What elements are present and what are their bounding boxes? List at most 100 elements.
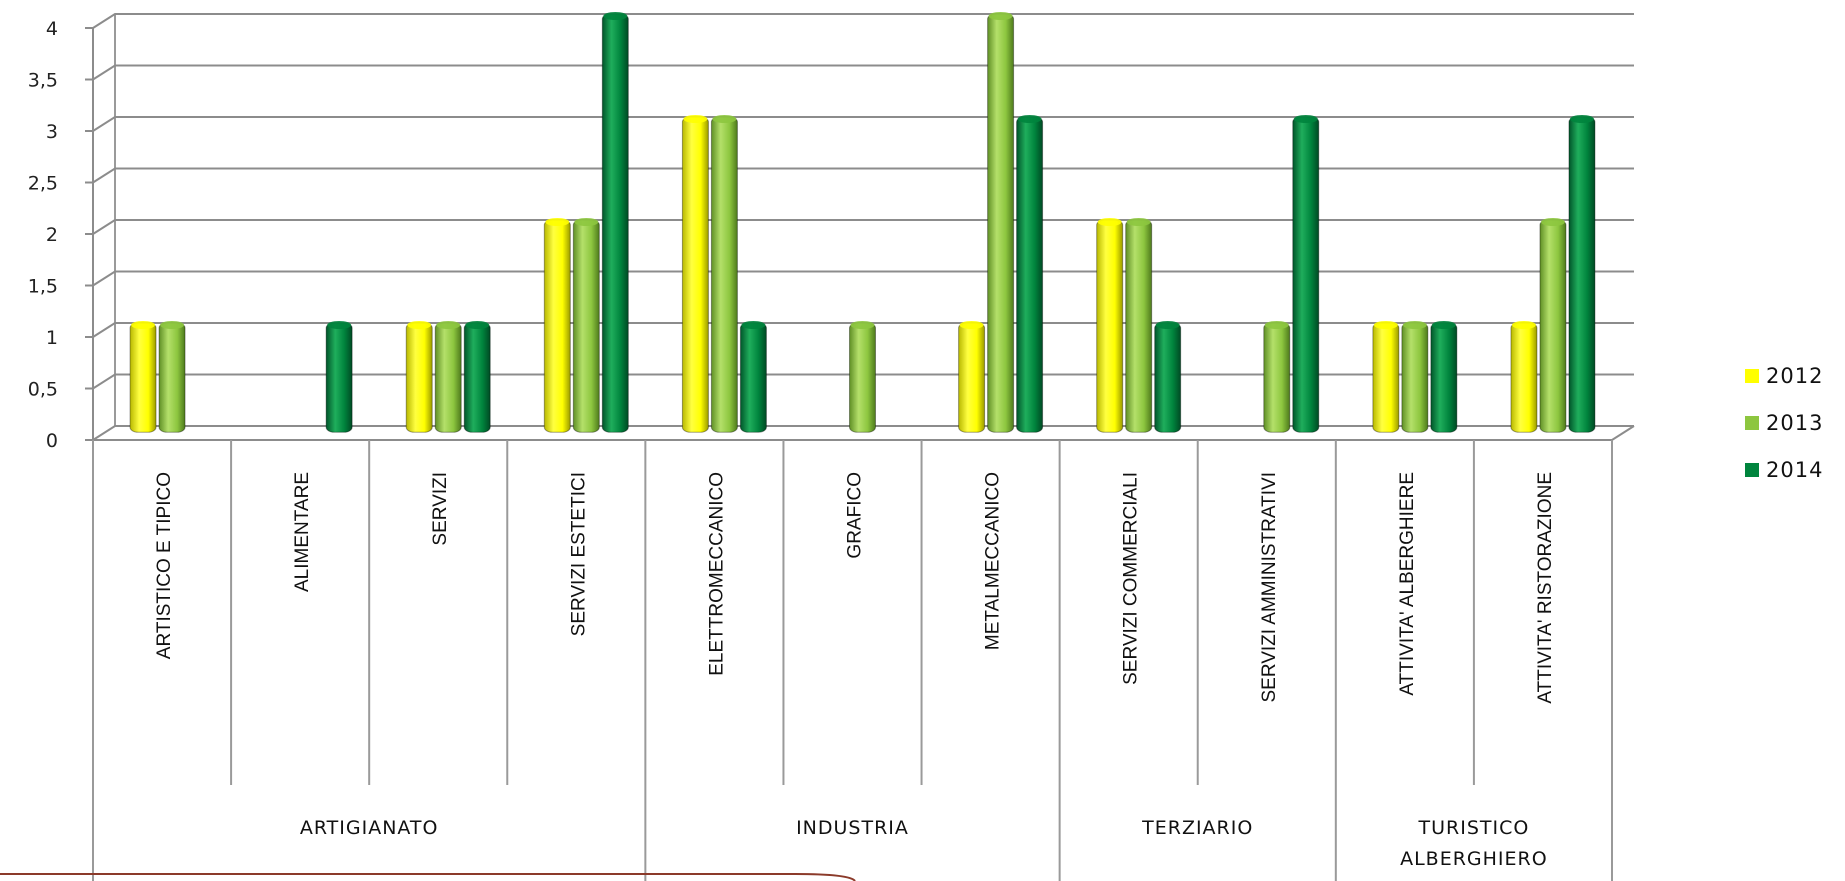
y-tick-label: 3,5 bbox=[28, 70, 58, 92]
bar-top-cap bbox=[407, 321, 432, 329]
bar-body bbox=[849, 322, 876, 433]
category-label: SERVIZI bbox=[430, 472, 451, 546]
y-tick-label: 1 bbox=[46, 327, 58, 349]
category-labels: ARTISTICO E TIPICO ALIMENTARE SERVIZI SERVI… bbox=[154, 472, 1556, 870]
gridline bbox=[92, 13, 1634, 29]
group-label: TURISTICO bbox=[1418, 817, 1530, 839]
bar-2013 bbox=[710, 115, 738, 433]
bar-body bbox=[405, 322, 433, 433]
bar-top-cap bbox=[1293, 115, 1318, 123]
category-label: SERVIZI AMMINISTRATIVI bbox=[1259, 472, 1280, 703]
y-tick-label: 2 bbox=[46, 224, 58, 246]
bar-2013 bbox=[1125, 218, 1153, 433]
bar-2012 bbox=[543, 218, 571, 433]
group-label: ALBERGHIERO bbox=[1400, 848, 1548, 870]
bar-top-cap bbox=[131, 321, 156, 329]
bar-2014 bbox=[1430, 321, 1458, 433]
bar-body bbox=[1292, 116, 1320, 433]
bar-body bbox=[958, 322, 986, 433]
bar-2014 bbox=[325, 321, 353, 433]
bar-body bbox=[710, 116, 738, 433]
bar-body bbox=[1154, 322, 1182, 433]
bar-top-cap bbox=[1126, 218, 1151, 226]
bar-top-cap bbox=[1402, 321, 1427, 329]
legend-label-2014: 2014 bbox=[1766, 458, 1823, 482]
bar-2014 bbox=[1292, 115, 1320, 433]
y-tick-label: 2,5 bbox=[28, 173, 58, 195]
bar-body bbox=[681, 116, 709, 433]
bar-2013 bbox=[849, 321, 876, 433]
slide-decoration-curve bbox=[0, 873, 856, 881]
bar-body bbox=[987, 13, 1015, 433]
y-tick-label: 4 bbox=[46, 18, 58, 40]
category-label: SERVIZI COMMERCIALI bbox=[1121, 472, 1142, 685]
bar-2013 bbox=[987, 12, 1015, 433]
bar-body bbox=[1096, 219, 1124, 433]
bar-top-cap bbox=[160, 321, 185, 329]
bar-2014 bbox=[1154, 321, 1182, 433]
bar-2014 bbox=[1568, 115, 1596, 433]
category-label: ATTIVITA' RISTORAZIONE bbox=[1535, 472, 1556, 704]
bar-body bbox=[1430, 322, 1458, 433]
legend-label-2013: 2013 bbox=[1766, 411, 1823, 435]
bar-top-cap bbox=[1569, 115, 1594, 123]
bar-top-cap bbox=[327, 321, 352, 329]
bar-2012 bbox=[405, 321, 433, 433]
bar-body bbox=[1539, 219, 1567, 433]
y-tick-label: 3 bbox=[46, 121, 58, 143]
bar-2013 bbox=[434, 321, 462, 433]
legend-swatch-2012 bbox=[1745, 369, 1759, 383]
bar-top-cap bbox=[603, 12, 628, 20]
bar-top-cap bbox=[741, 321, 766, 329]
bar-body bbox=[572, 219, 600, 433]
bar-body bbox=[1263, 322, 1291, 433]
bar-top-cap bbox=[959, 321, 984, 329]
bar-top-cap bbox=[465, 321, 490, 329]
bar-top-cap bbox=[1373, 321, 1398, 329]
bar-2012 bbox=[129, 321, 157, 433]
category-label: ARTISTICO E TIPICO bbox=[154, 472, 175, 659]
bar-body bbox=[434, 322, 462, 433]
bar-top-cap bbox=[683, 115, 708, 123]
gridline bbox=[92, 167, 1634, 184]
y-tick-label: 0,5 bbox=[28, 379, 58, 401]
bar-2012 bbox=[1510, 321, 1538, 433]
bar-body bbox=[1510, 322, 1538, 433]
legend-swatch-2013 bbox=[1745, 416, 1759, 430]
bar-2012 bbox=[681, 115, 709, 433]
bar-2014 bbox=[1016, 115, 1044, 433]
bar-2013 bbox=[1401, 321, 1429, 433]
legend-label-2012: 2012 bbox=[1766, 364, 1823, 388]
bar-2014 bbox=[739, 321, 767, 433]
gridline bbox=[92, 270, 1634, 287]
category-label: ELETTROMECCANICO bbox=[706, 472, 727, 676]
gridline bbox=[92, 219, 1634, 235]
bar-top-cap bbox=[574, 218, 599, 226]
bar-top-cap bbox=[545, 218, 570, 226]
gridline bbox=[92, 116, 1634, 132]
bar-2013 bbox=[158, 321, 186, 433]
bar-2012 bbox=[1096, 218, 1124, 433]
group-label: TERZIARIO bbox=[1141, 817, 1253, 839]
bar-body bbox=[129, 322, 157, 433]
bar-body bbox=[325, 322, 353, 433]
bar-top-cap bbox=[1264, 321, 1289, 329]
bar-body bbox=[1401, 322, 1429, 433]
y-tick-label: 0 bbox=[46, 430, 58, 452]
bar-2012 bbox=[958, 321, 986, 433]
bar-top-cap bbox=[436, 321, 461, 329]
bar-2013 bbox=[1539, 218, 1567, 433]
bar-2014 bbox=[601, 12, 629, 433]
bar-top-cap bbox=[1431, 321, 1456, 329]
gridline bbox=[92, 64, 1634, 81]
group-label: ARTIGIANATO bbox=[300, 817, 439, 839]
axes: 0 0,5 1 1,5 2 2,5 3 3,5 4 bbox=[28, 18, 1635, 881]
legend: 2012 2013 2014 bbox=[1745, 364, 1823, 482]
bar-body bbox=[158, 322, 186, 433]
legend-swatch-2014 bbox=[1745, 463, 1759, 477]
bar-2013 bbox=[572, 218, 600, 433]
bar-body bbox=[1016, 116, 1044, 433]
bar-body bbox=[739, 322, 767, 433]
bar-body bbox=[1372, 322, 1400, 433]
